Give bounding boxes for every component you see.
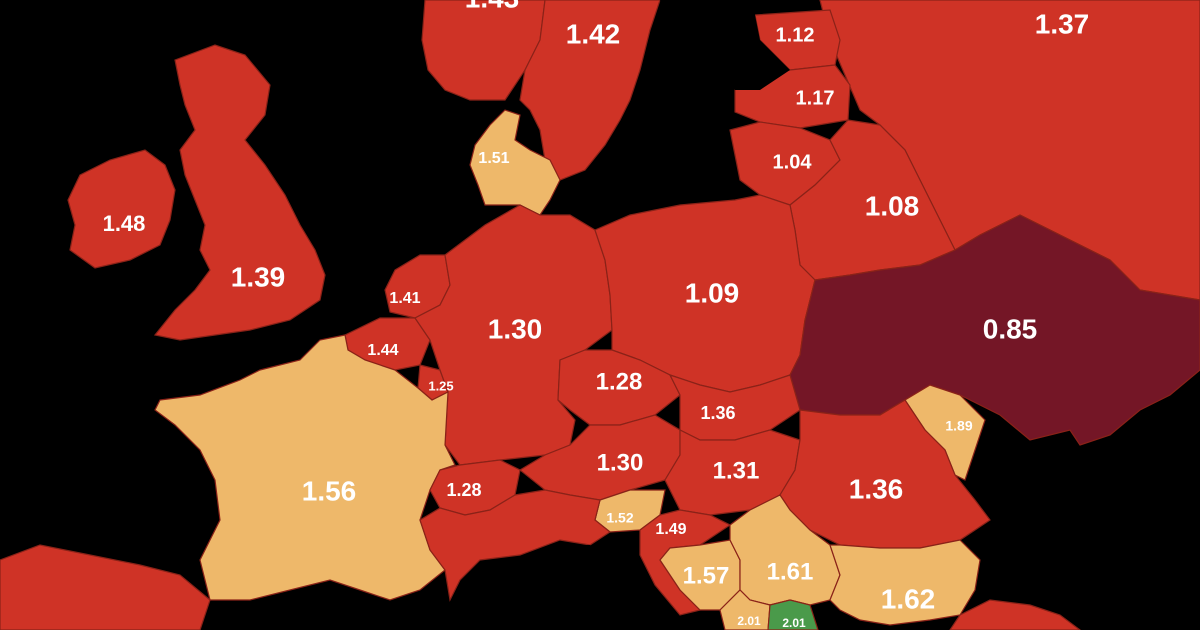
label-romania: 1.36 <box>849 473 904 504</box>
label-uk: 1.39 <box>231 261 286 292</box>
region-ireland <box>67 149 176 269</box>
label-poland: 1.09 <box>685 277 740 308</box>
label-serbia: 1.61 <box>767 558 814 585</box>
region-kosovo <box>767 599 819 630</box>
gulf-of-bothnia <box>660 0 790 90</box>
label-belgium: 1.44 <box>367 342 398 359</box>
label-slovakia: 1.36 <box>700 403 735 423</box>
label-norway: 1.43 <box>465 0 520 13</box>
label-moldova: 1.89 <box>945 418 972 434</box>
region-germany <box>414 204 613 466</box>
label-bosnia: 1.57 <box>683 562 730 589</box>
region-uk <box>153 44 326 341</box>
label-montenegro: 2.01 <box>737 614 761 628</box>
region-france <box>154 334 456 601</box>
label-russia: 1.37 <box>1035 8 1090 39</box>
label-switzerland: 1.28 <box>446 480 481 500</box>
adriatic-sea <box>560 545 610 590</box>
region-slovakia <box>668 373 801 441</box>
label-france: 1.56 <box>302 475 357 506</box>
label-luxembourg: 1.25 <box>428 378 453 393</box>
label-germany: 1.30 <box>488 313 543 344</box>
label-austria: 1.30 <box>597 449 644 476</box>
region-sweden <box>519 0 661 181</box>
region-turkey <box>949 599 1081 630</box>
region-denmark <box>469 109 561 216</box>
region-spain <box>0 544 211 630</box>
label-ukraine: 0.85 <box>983 313 1038 344</box>
region-serbia <box>729 494 841 606</box>
label-sweden: 1.42 <box>566 18 621 49</box>
label-slovenia: 1.52 <box>606 510 633 526</box>
label-lithuania: 1.04 <box>773 151 813 173</box>
label-czechia: 1.28 <box>596 368 643 395</box>
label-croatia: 1.49 <box>655 521 686 538</box>
label-ireland: 1.48 <box>103 211 146 236</box>
label-bulgaria: 1.62 <box>881 583 936 614</box>
label-denmark: 1.51 <box>478 150 509 167</box>
label-estonia: 1.12 <box>776 24 815 46</box>
label-netherlands: 1.41 <box>389 290 420 307</box>
region-czechia <box>557 349 681 426</box>
label-latvia: 1.17 <box>796 87 835 109</box>
label-hungary: 1.31 <box>713 457 760 484</box>
label-belarus: 1.08 <box>865 190 920 221</box>
label-kosovo: 2.01 <box>782 616 806 630</box>
